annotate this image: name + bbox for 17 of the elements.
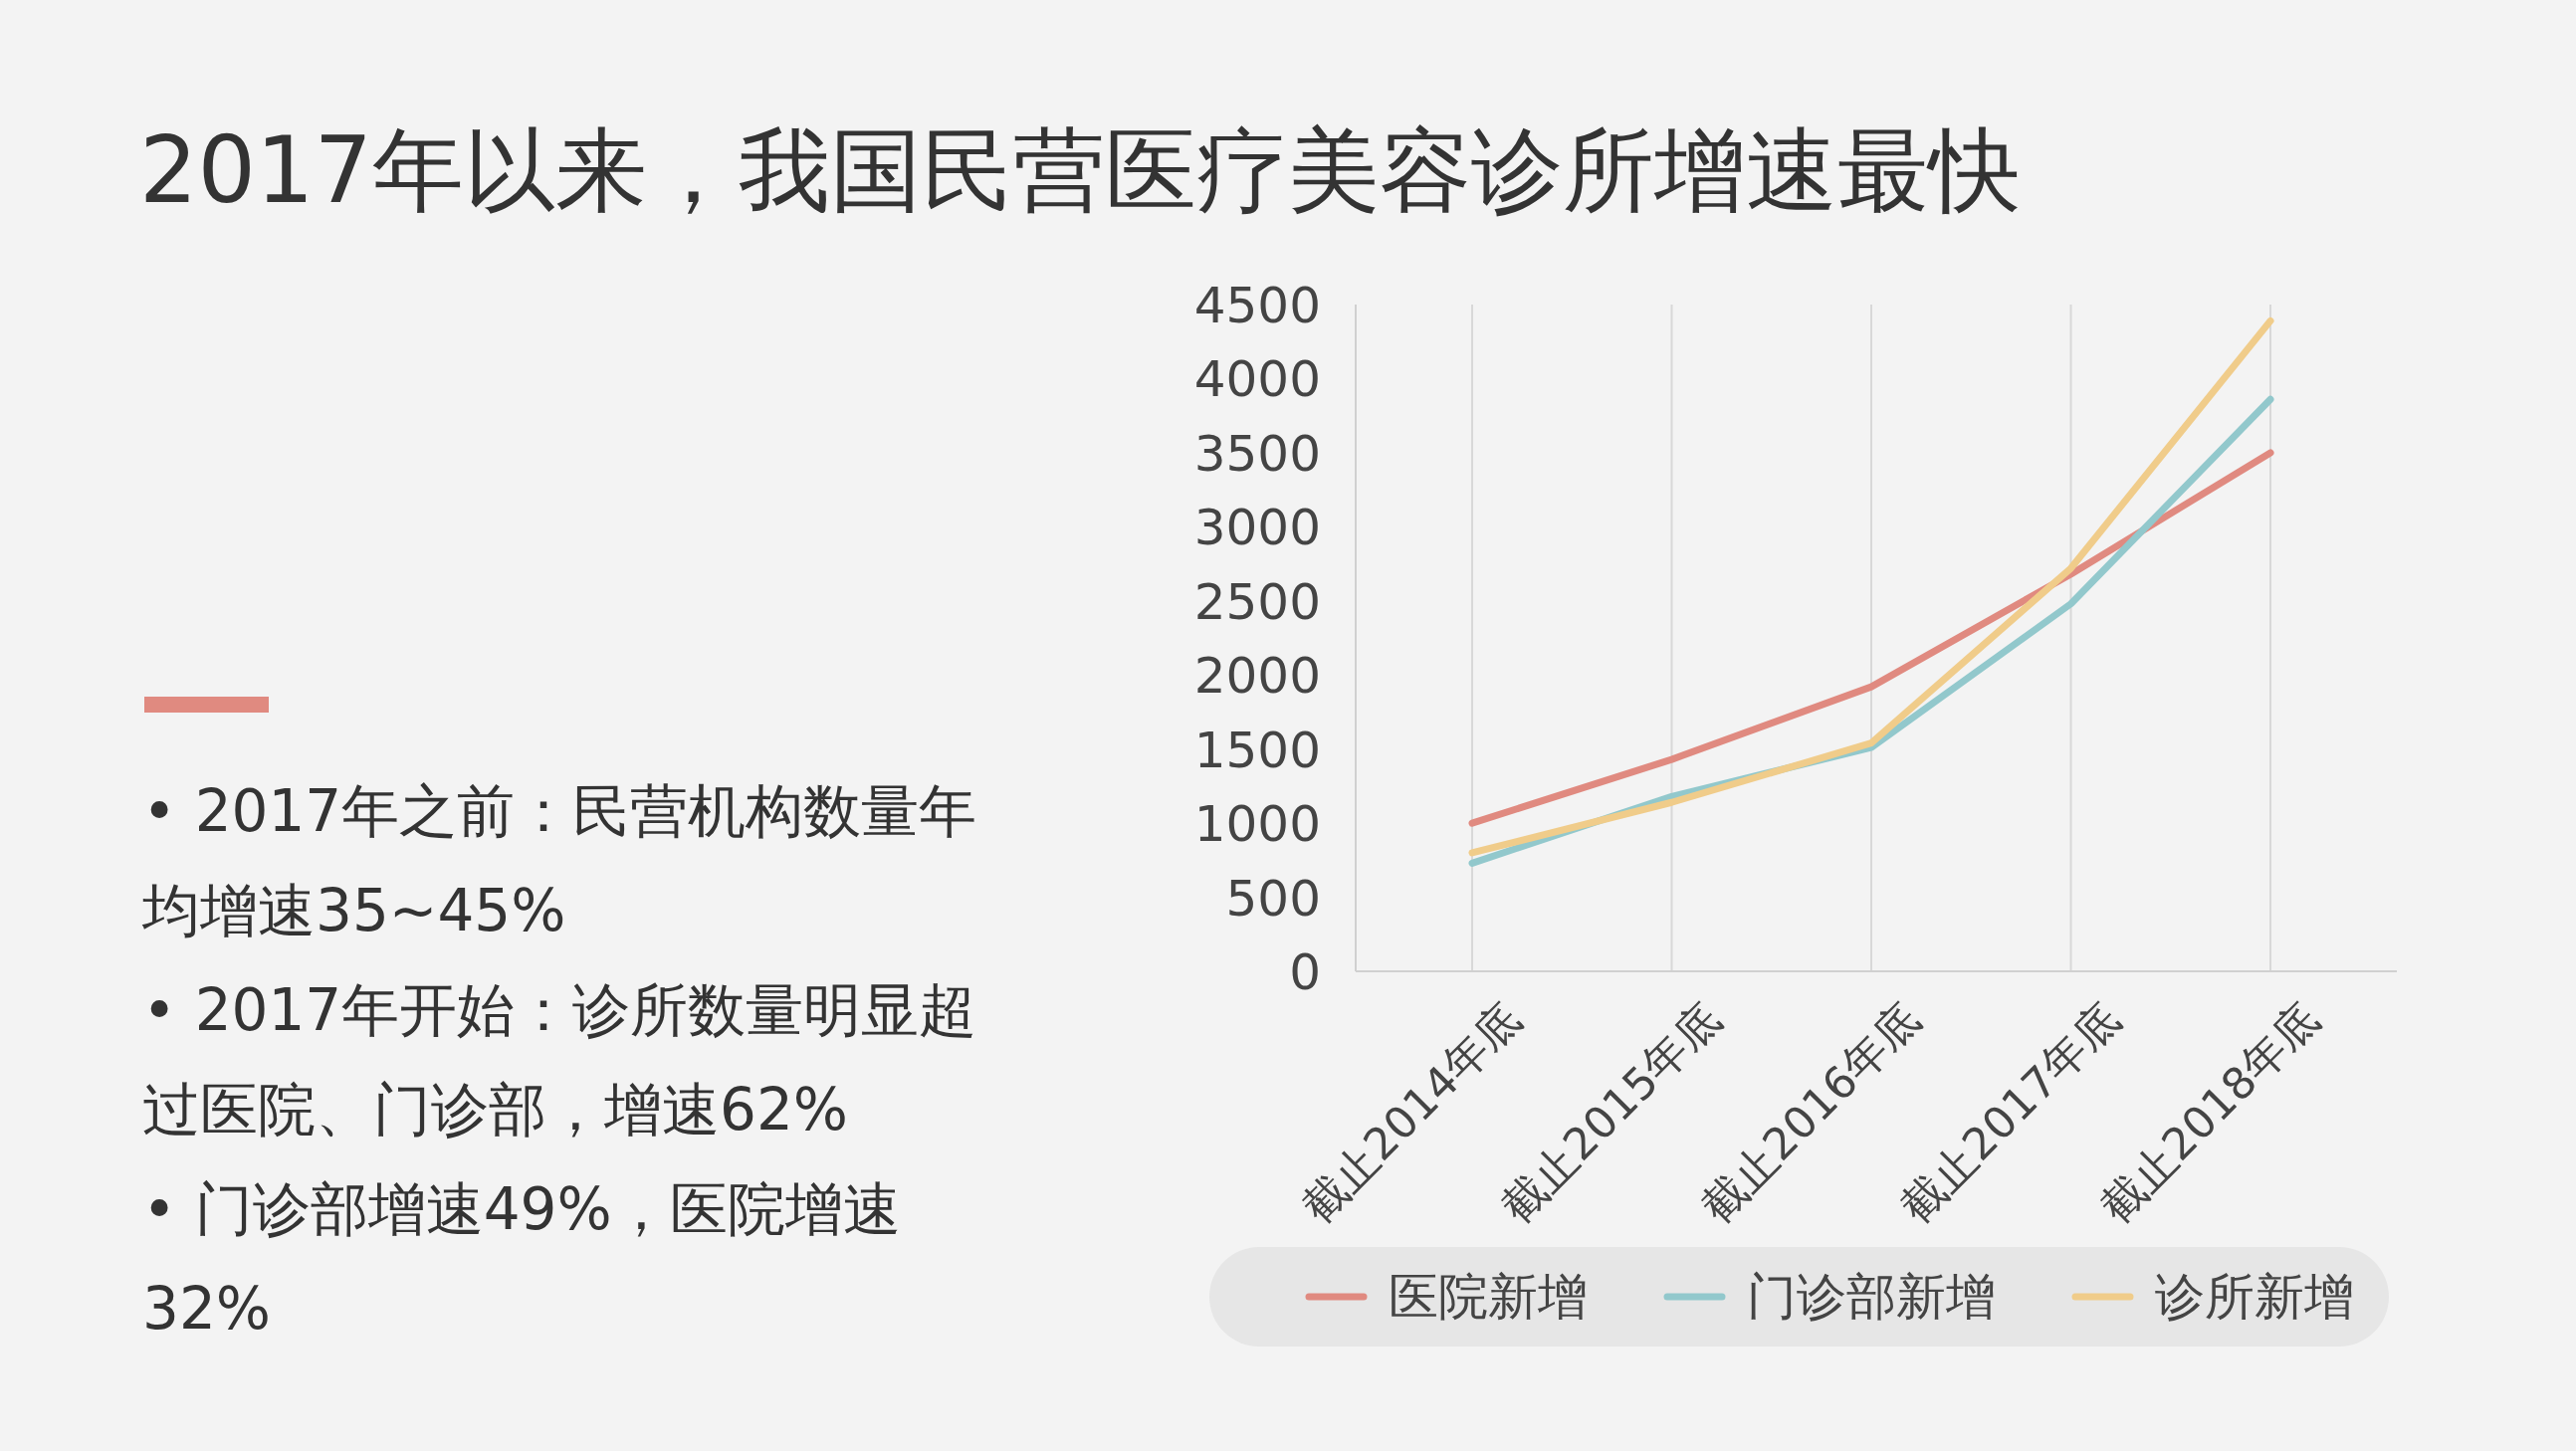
y-tick-label: 2500: [1193, 572, 1321, 631]
y-tick-label: 2000: [1193, 647, 1321, 706]
text: • 门诊部增速49%，医院增速32%: [142, 1174, 902, 1345]
y-tick-label: 0: [1289, 943, 1321, 1001]
y-tick-label: 3000: [1193, 499, 1321, 557]
text: • 2017年之前：民营机构数量年均增速35~45%: [142, 776, 978, 946]
y-tick-label: 1500: [1193, 721, 1321, 779]
y-tick-label: 1000: [1193, 795, 1321, 854]
legend-label: 医院新增: [1389, 1268, 1588, 1326]
text: • 2017年开始：诊所数量明显超过医院、门诊部，增速62%: [142, 975, 978, 1145]
legend-label: 门诊部新增: [1747, 1268, 1996, 1326]
legend-label: 诊所新增: [2155, 1268, 2354, 1326]
y-tick-label: 500: [1225, 869, 1321, 928]
y-tick-label: 4500: [1193, 277, 1321, 334]
y-tick-label: 4000: [1193, 350, 1321, 409]
chart-title: 2017年以来，我国民营医疗美容诊所增速最快: [139, 116, 2022, 226]
y-tick-label: 3500: [1193, 424, 1321, 483]
